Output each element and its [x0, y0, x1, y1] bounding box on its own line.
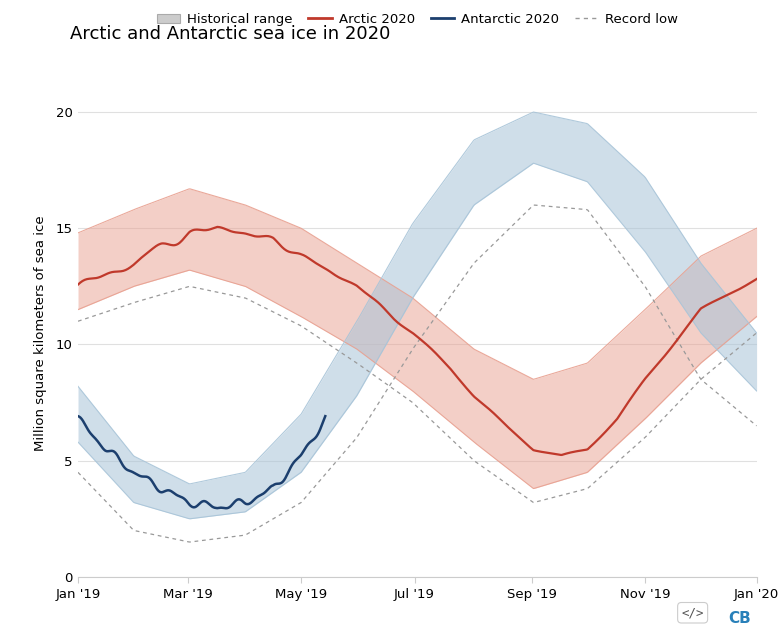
Text: Arctic and Antarctic sea ice in 2020: Arctic and Antarctic sea ice in 2020	[70, 25, 391, 43]
Legend: Historical range, Arctic 2020, Antarctic 2020, Record low: Historical range, Arctic 2020, Antarctic…	[151, 8, 683, 31]
Y-axis label: Million square kilometers of sea ice: Million square kilometers of sea ice	[34, 215, 47, 451]
Text: </>: </>	[682, 606, 704, 619]
Text: CB: CB	[728, 611, 751, 626]
